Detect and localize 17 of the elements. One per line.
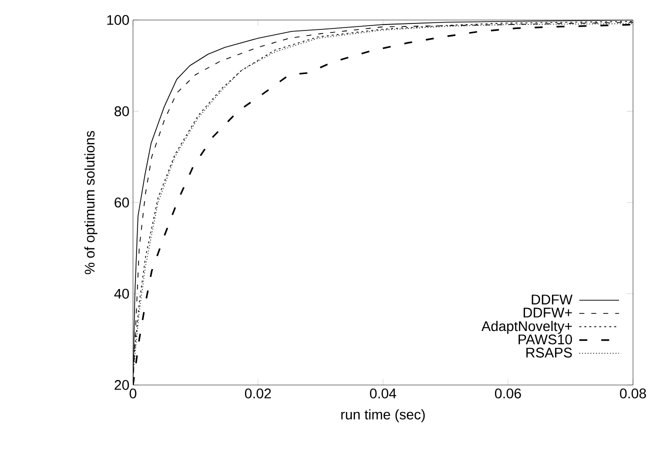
legend-label: PAWS10 xyxy=(518,334,572,344)
y-axis-title: % of optimum solutions xyxy=(84,130,98,274)
legend-label: DDFW+ xyxy=(524,308,572,318)
y-tick-label: 40 xyxy=(114,288,129,299)
x-tick-label: 0.08 xyxy=(620,388,646,398)
legend-label: AdaptNovelty+ xyxy=(481,320,572,334)
x-tick-label: 0.02 xyxy=(244,388,271,398)
y-tick-label: 60 xyxy=(114,198,129,208)
x-tick-label: 0 xyxy=(130,388,136,398)
y-tick-label: 20 xyxy=(114,380,129,390)
legend-label: RSAPS xyxy=(526,348,572,358)
legend-label: DDFW xyxy=(532,294,572,304)
x-tick-label: 0.04 xyxy=(370,388,396,398)
x-tick-label: 0.06 xyxy=(494,388,521,398)
y-tick-label: 100 xyxy=(107,15,129,25)
y-tick-label: 80 xyxy=(114,106,129,116)
x-axis-title: run time (sec) xyxy=(341,409,425,422)
